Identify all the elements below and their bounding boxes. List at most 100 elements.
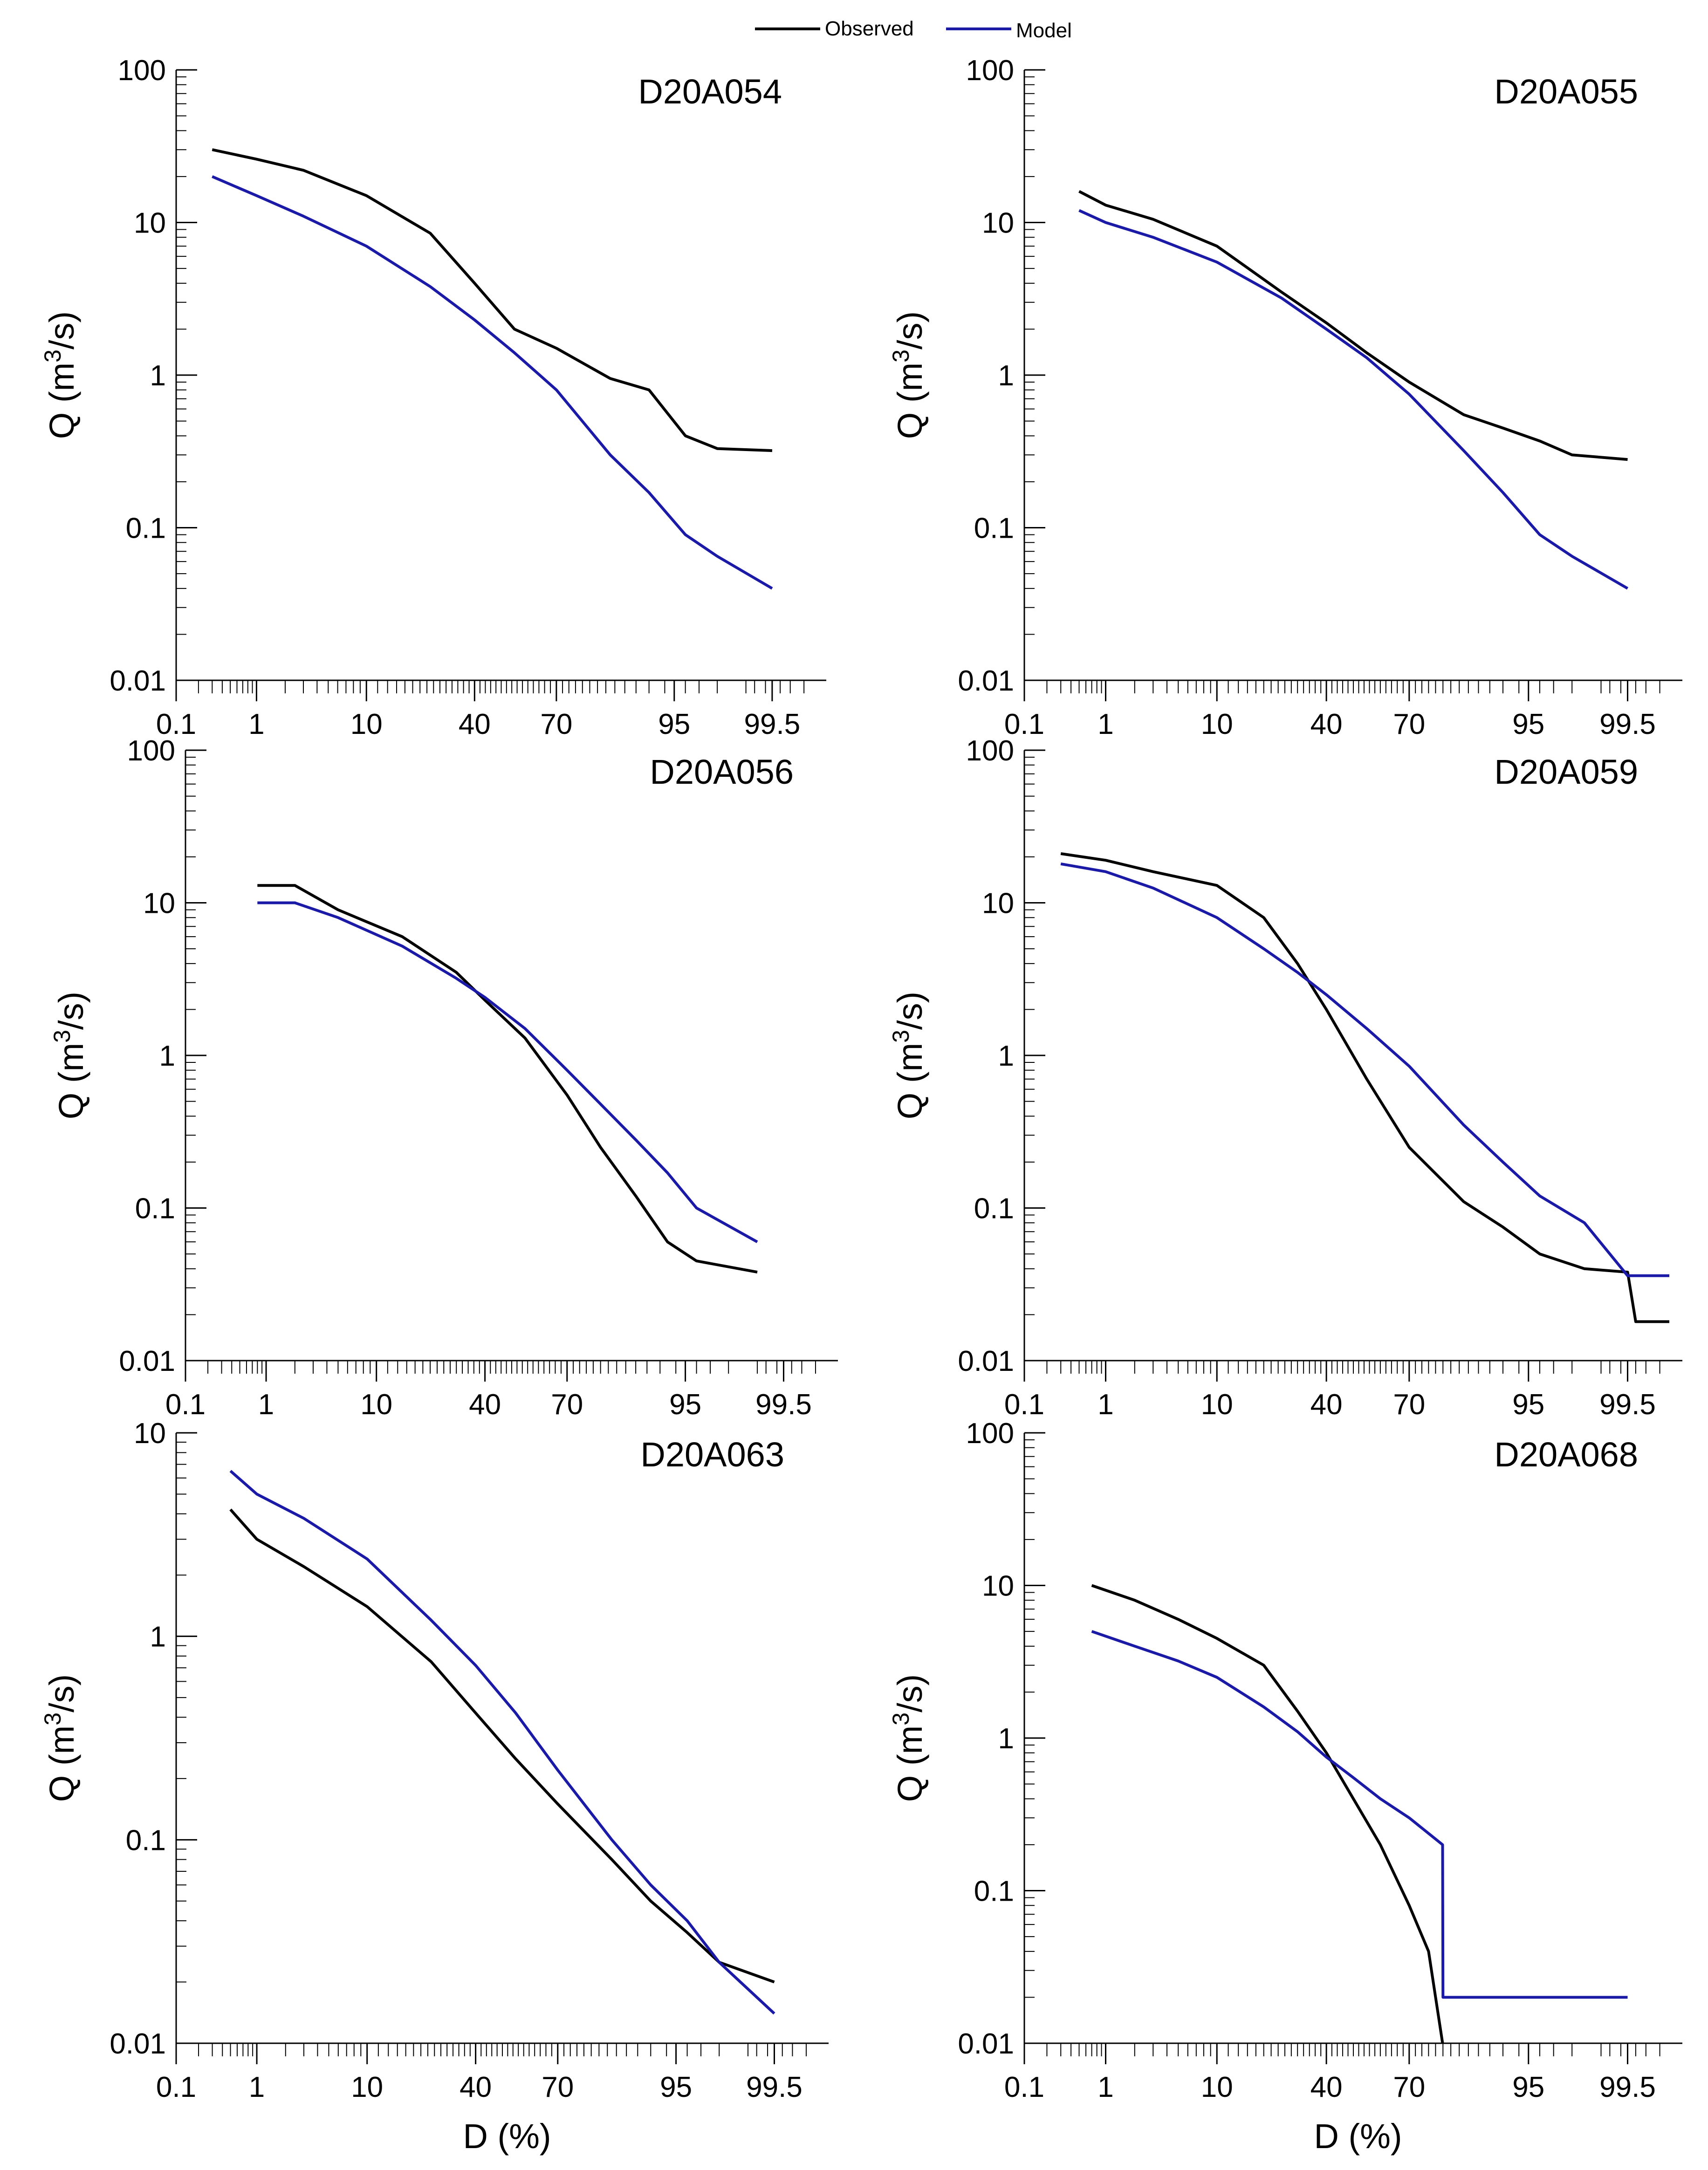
y-tick-label: 10 <box>134 207 166 240</box>
y-axis-label-suffix: /s) <box>42 311 81 349</box>
chart-title: D20A056 <box>650 753 794 791</box>
y-tick-label: 1 <box>998 360 1014 392</box>
y-tick-label: 100 <box>966 55 1014 87</box>
chart-panel-D20A068: 0.01 0.1 1 10 100 0.1 1 10 40 70 95 99.5 D20A068 Q (m… <box>888 1417 1682 2156</box>
y-tick-label: 0.1 <box>974 513 1014 545</box>
y-tick-label: 0.1 <box>135 1193 175 1225</box>
y-axis-label-sup: 3 <box>49 1030 75 1043</box>
x-tick-label: 10 <box>1201 1389 1233 1421</box>
x-tick-label: 70 <box>1393 1389 1425 1421</box>
y-tick-label: 100 <box>966 1417 1014 1450</box>
x-tick-label: 1 <box>1098 2071 1113 2103</box>
y-tick-label: 0.01 <box>119 1345 175 1377</box>
y-tick-label: 0.01 <box>958 1345 1014 1377</box>
y-tick-label: 1 <box>150 1621 166 1653</box>
series-model-line <box>1078 209 1629 590</box>
x-tick-label: 1 <box>258 1389 274 1421</box>
y-axis-label-prefix: Q (m <box>42 1725 81 1802</box>
series-model-line <box>1060 862 1669 1277</box>
series-model-line <box>257 901 758 1243</box>
y-tick-label: 0.01 <box>110 665 166 697</box>
y-tick-label: 0.1 <box>974 1193 1014 1225</box>
x-tick-label: 70 <box>542 2071 574 2103</box>
x-axis-label: D (%) <box>1314 2117 1402 2156</box>
x-axis-label: D (%) <box>463 2117 551 2156</box>
y-axis-label-suffix: /s) <box>891 311 929 349</box>
y-axis-label-suffix: /s) <box>42 1674 81 1712</box>
series-observed-line <box>1060 852 1669 1323</box>
x-tick-label: 0.1 <box>156 2071 196 2103</box>
x-tick-label: 10 <box>1201 708 1233 740</box>
y-tick-label: 0.1 <box>126 1824 166 1856</box>
x-tick-label: 40 <box>469 1389 501 1421</box>
chart-panel-D20A059: 0.01 0.1 1 10 100 0.1 1 10 40 70 95 99.5 D20A059 Q (m… <box>888 735 1682 1421</box>
y-tick-label: 10 <box>143 888 175 920</box>
x-tick-label: 99.5 <box>746 2071 803 2103</box>
x-tick-label: 40 <box>1310 708 1343 740</box>
y-tick-label: 0.01 <box>110 2028 166 2060</box>
x-tick-label: 70 <box>551 1389 583 1421</box>
x-tick-label: 10 <box>350 708 383 740</box>
y-tick-label: 10 <box>982 207 1014 240</box>
y-axis-label: Q (m3/s) <box>888 311 929 439</box>
x-tick-label: 70 <box>1393 708 1425 740</box>
chart-title: D20A068 <box>1494 1435 1638 1474</box>
y-axis-label-suffix: /s) <box>891 1674 929 1712</box>
x-tick-label: 10 <box>360 1389 392 1421</box>
chart-title: D20A063 <box>640 1435 784 1474</box>
x-tick-label: 99.5 <box>1599 708 1656 740</box>
x-tick-label: 99.5 <box>755 1389 812 1421</box>
y-axis-label-prefix: Q (m <box>52 1043 90 1119</box>
y-axis-label-prefix: Q (m <box>891 1043 929 1119</box>
y-axis-label-sup: 3 <box>40 349 66 363</box>
x-tick-label: 99.5 <box>1599 1389 1656 1421</box>
x-tick-label: 40 <box>460 2071 492 2103</box>
x-tick-label: 0.1 <box>1004 708 1044 740</box>
x-tick-label: 95 <box>669 1389 701 1421</box>
x-tick-label: 1 <box>1098 708 1113 740</box>
chart-panel-D20A056: 0.01 0.1 1 10 100 0.1 1 10 40 70 95 99.5 D20A056 Q (m… <box>49 735 838 1421</box>
series-observed-line <box>229 1508 775 1984</box>
x-tick-label: 70 <box>1393 2071 1425 2103</box>
x-tick-label: 95 <box>1512 2071 1544 2103</box>
y-tick-label: 100 <box>118 55 166 87</box>
y-tick-label: 1 <box>159 1040 175 1072</box>
x-tick-label: 10 <box>1201 2071 1233 2103</box>
y-tick-label: 1 <box>150 360 166 392</box>
y-axis-label-prefix: Q (m <box>891 1725 929 1802</box>
x-tick-label: 40 <box>459 708 491 740</box>
y-axis-label-prefix: Q (m <box>42 363 81 439</box>
x-tick-label: 0.1 <box>1004 2071 1044 2103</box>
x-tick-label: 99.5 <box>744 708 801 740</box>
y-axis-label-suffix: /s) <box>52 992 90 1030</box>
y-tick-label: 10 <box>982 888 1014 920</box>
legend-observed-label: Observed <box>825 17 914 40</box>
x-tick-label: 95 <box>660 2071 692 2103</box>
series-model-line <box>1091 1630 1628 1999</box>
y-tick-label: 100 <box>127 735 175 767</box>
x-tick-label: 95 <box>1512 708 1544 740</box>
y-axis-label-sup: 3 <box>40 1712 66 1725</box>
x-tick-label: 0.1 <box>165 1389 206 1421</box>
series-observed-line <box>1091 1584 1444 2044</box>
x-tick-label: 1 <box>248 708 264 740</box>
x-tick-label: 10 <box>351 2071 383 2103</box>
y-tick-label: 1 <box>998 1040 1014 1072</box>
chart-panel-D20A063: 0.01 0.1 1 10 0.1 1 10 40 70 95 99.5 D20A063 Q (m3/s… <box>40 1417 829 2156</box>
chart-panel-D20A054: 0.01 0.1 1 10 100 0.1 1 10 40 70 95 99.5 D20A054 Q (m… <box>40 55 826 740</box>
y-tick-label: 1 <box>998 1723 1014 1755</box>
series-model-line <box>229 1470 775 2015</box>
x-tick-label: 40 <box>1310 1389 1343 1421</box>
series-observed-line <box>212 148 773 452</box>
x-tick-label: 95 <box>1512 1389 1544 1421</box>
x-tick-label: 70 <box>540 708 572 740</box>
y-axis-label: Q (m3/s) <box>888 1674 929 1802</box>
x-tick-label: 40 <box>1310 2071 1343 2103</box>
chart-title: D20A055 <box>1494 72 1638 111</box>
legend: Observed Model <box>755 17 1072 42</box>
series-model-line <box>212 175 773 590</box>
y-tick-label: 10 <box>134 1417 166 1450</box>
y-axis-label: Q (m3/s) <box>49 992 90 1119</box>
y-axis-label-prefix: Q (m <box>891 363 929 439</box>
